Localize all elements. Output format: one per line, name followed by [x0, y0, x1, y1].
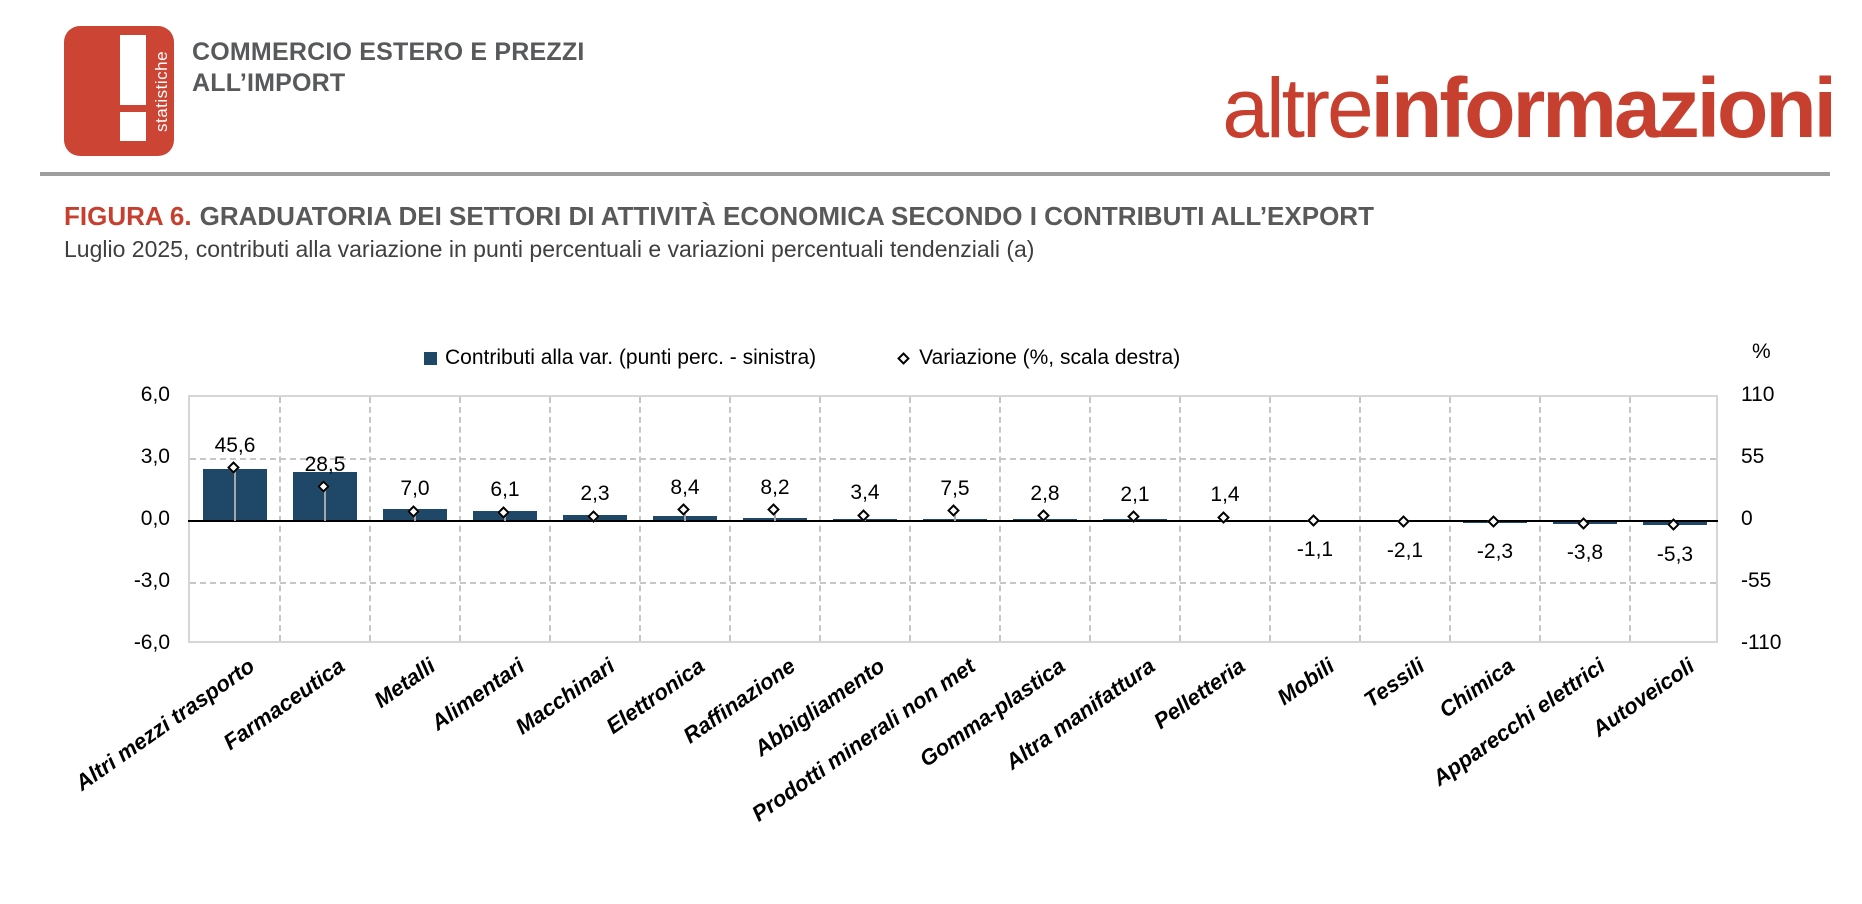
gridline-vertical — [1359, 397, 1361, 641]
variation-marker — [1396, 514, 1410, 528]
exclamation-bar-icon — [120, 35, 146, 105]
chart-legend: Contributi alla var. (punti perc. - sini… — [424, 346, 1180, 370]
category-label: Chimica — [1434, 653, 1520, 723]
brand-bold-text: informazioni — [1370, 61, 1837, 155]
gridline-vertical — [1269, 397, 1271, 641]
variation-value-label: 8,2 — [760, 475, 790, 499]
variation-value-label: 3,4 — [850, 481, 880, 505]
gridline-vertical — [1089, 397, 1091, 641]
gridline-vertical — [369, 397, 371, 641]
marker-stem — [234, 469, 236, 521]
category-label: Mobili — [1272, 653, 1340, 710]
report-title-line1: COMMERCIO ESTERO E PREZZI — [192, 38, 585, 66]
report-title: COMMERCIO ESTERO E PREZZI ALL’IMPORT — [192, 37, 585, 98]
marker-stem — [324, 488, 326, 521]
marker-stem — [684, 511, 686, 521]
category-label: Tessili — [1359, 653, 1430, 713]
gridline-horizontal — [190, 582, 1716, 584]
right-axis-tick: -110 — [1741, 631, 1782, 654]
variation-marker — [1306, 513, 1320, 527]
right-axis-title: % — [1752, 340, 1771, 363]
variation-value-label: 2,8 — [1030, 481, 1060, 505]
variation-marker — [676, 503, 690, 516]
category-label: Metalli — [368, 653, 440, 713]
variation-value-label: 45,6 — [214, 433, 256, 457]
gridline-vertical — [909, 397, 911, 641]
marker-stem — [414, 513, 416, 521]
gridline-vertical — [819, 397, 821, 641]
figure-subtitle: Luglio 2025, contributi alla variazione … — [64, 236, 1035, 262]
variation-value-label: 1,4 — [1210, 483, 1240, 507]
gridline-vertical — [1179, 397, 1181, 641]
gridline-horizontal — [190, 458, 1716, 460]
figure-title: GRADUATORIA DEI SETTORI DI ATTIVITÀ ECON… — [199, 201, 1374, 231]
variation-marker — [1486, 515, 1500, 528]
plot-area: 45,6 28,5 7,0 6,1 2,3 8,4 8,2 3,4 7,5 2,8 2,1 1,4 -1… — [188, 395, 1718, 643]
right-axis-tick: 0 — [1741, 507, 1753, 530]
gridline-vertical — [1539, 397, 1541, 641]
right-axis-tick: 55 — [1741, 445, 1765, 468]
logo-vertical-text: statistiche — [152, 50, 171, 132]
variation-value-label: -2,1 — [1386, 539, 1424, 563]
left-axis-tick: -3,0 — [133, 569, 170, 592]
marker-stem — [504, 514, 506, 521]
category-label: Pelletteria — [1148, 653, 1250, 734]
marker-stem — [774, 511, 776, 521]
legend-label-variazione: Variazione (%, scala destra) — [919, 346, 1181, 369]
variation-value-label: 2,3 — [580, 482, 610, 506]
exclamation-dot-icon — [120, 112, 146, 141]
istat-statistiche-logo: statistiche — [64, 26, 174, 156]
variation-value-label: 7,0 — [400, 477, 430, 501]
figure-number: FIGURA 6. — [64, 201, 192, 231]
left-axis-tick: 3,0 — [140, 445, 170, 468]
variation-marker — [1576, 516, 1590, 530]
y-axis-left: 6,0 3,0 0,0 -3,0 -6,0 — [58, 383, 170, 655]
legend-item-variazione: Variazione (%, scala destra) — [896, 346, 1180, 370]
header-divider — [40, 172, 1830, 176]
gridline-vertical — [1449, 397, 1451, 641]
legend-item-contributi: Contributi alla var. (punti perc. - sini… — [424, 346, 816, 370]
right-axis-tick: -55 — [1741, 569, 1772, 592]
category-label: Altra manifattura — [1000, 653, 1160, 775]
bar-series-swatch-icon — [424, 351, 437, 365]
variation-marker — [946, 504, 960, 517]
gridline-vertical — [729, 397, 731, 641]
category-label: Macchinari — [510, 653, 620, 740]
gridline-vertical — [639, 397, 641, 641]
marker-stem — [954, 512, 956, 521]
legend-label-contributi: Contributi alla var. (punti perc. - sini… — [445, 346, 817, 369]
variation-marker — [766, 503, 780, 517]
variation-value-label: -2,3 — [1476, 539, 1514, 563]
brand-light-text: altre — [1222, 61, 1373, 155]
left-axis-tick: -6,0 — [133, 631, 170, 654]
altreinformazioni-brand: altreinformazioni — [1222, 61, 1837, 155]
gridline-vertical — [999, 397, 1001, 641]
variation-value-label: -5,3 — [1656, 542, 1694, 566]
zero-axis-line — [188, 520, 1718, 522]
left-axis-tick: 6,0 — [140, 383, 170, 406]
figure-title-row: FIGURA 6. GRADUATORIA DEI SETTORI DI ATTI… — [64, 201, 1374, 232]
right-axis-tick: 110 — [1741, 383, 1775, 406]
variation-value-label: 2,1 — [1120, 482, 1150, 506]
variation-value-label: 7,5 — [940, 476, 970, 500]
gridline-vertical — [1629, 397, 1631, 641]
gridline-vertical — [459, 397, 461, 641]
x-axis-labels: Altri mezzi trasporto Farmaceutica Metalli… — [71, 653, 1718, 893]
diamond-marker-icon — [897, 351, 911, 365]
variation-value-label: 28,5 — [304, 452, 346, 476]
gridline-vertical — [279, 397, 281, 641]
variation-value-label: -3,8 — [1566, 541, 1604, 565]
variation-value-label: 8,4 — [670, 475, 700, 499]
variation-value-label: -1,1 — [1296, 538, 1334, 562]
left-axis-tick: 0,0 — [140, 507, 170, 530]
y-axis-right: 110 55 0 -55 -110 — [1741, 383, 1851, 655]
report-title-line2: ALL’IMPORT — [192, 68, 346, 97]
variation-value-label: 6,1 — [490, 478, 520, 502]
gridline-vertical — [549, 397, 551, 641]
